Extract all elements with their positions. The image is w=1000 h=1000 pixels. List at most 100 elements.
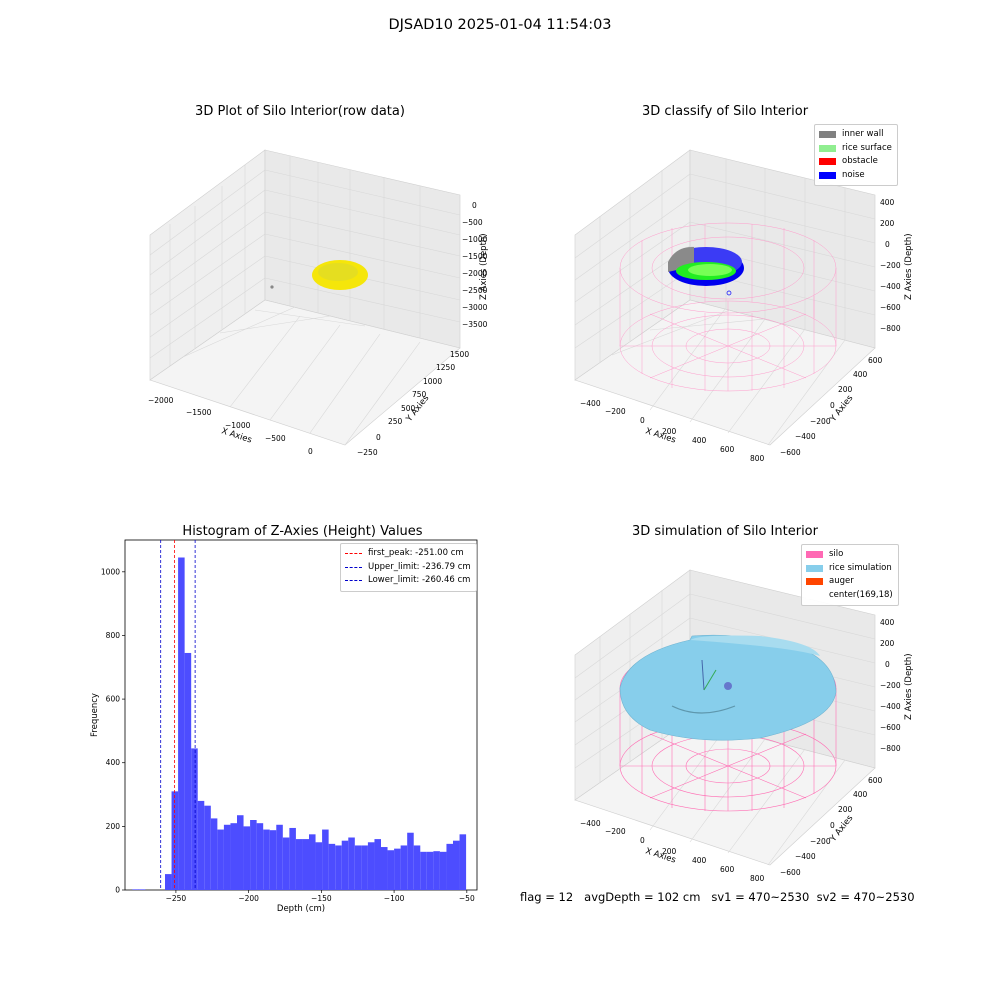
histogram-xtick-label: −150 (311, 894, 332, 903)
svg-text:−600: −600 (780, 448, 801, 457)
histogram-bar (328, 843, 336, 890)
histogram-ytick-label: 1000 (101, 567, 120, 576)
svg-text:0: 0 (885, 660, 890, 669)
histogram-ytick-label: 200 (106, 822, 121, 831)
status-avg-depth: avgDepth = 102 cm (584, 890, 701, 904)
panel2-legend: inner wall rice surface obstacle noise (814, 124, 898, 186)
svg-text:600: 600 (868, 776, 883, 785)
status-sv2: sv2 = 470~2530 (816, 890, 915, 904)
panel1-axes3d: 0 −500 −1000 −1500 −2000 −2500 −3000 −35… (148, 149, 489, 457)
svg-text:−400: −400 (880, 702, 901, 711)
histogram-bar (387, 850, 395, 890)
svg-text:−2000: −2000 (148, 396, 174, 405)
histogram-bar (335, 845, 342, 890)
legend-swatch (819, 171, 836, 179)
histogram-bar (210, 818, 218, 890)
legend-item-auger: auger (806, 575, 893, 589)
histogram-bar (426, 851, 434, 890)
svg-text:0: 0 (472, 201, 477, 210)
figure-title: DJSAD10 2025-01-04 11:54:03 (388, 17, 612, 33)
legend-swatch (819, 131, 836, 139)
svg-text:750: 750 (412, 390, 427, 399)
histogram-bar (282, 837, 290, 890)
svg-text:250: 250 (388, 417, 403, 426)
histogram-bar (354, 845, 362, 890)
histogram-bar (184, 652, 192, 890)
panel4-axes3d: 400 200 0 −200 −400 −600 −800 Z Axies (D… (574, 569, 914, 883)
histogram-bar (361, 845, 368, 890)
svg-text:400: 400 (853, 790, 868, 799)
svg-text:−800: −800 (880, 744, 901, 753)
histogram-bar (165, 874, 172, 890)
panel4-legend: silo rice simulation auger center(169,18… (801, 544, 899, 606)
histogram-bar (230, 823, 237, 890)
svg-text:−200: −200 (605, 407, 626, 416)
panel2-axes3d: 400 200 0 −200 −400 −600 −800 Z Axies (D… (574, 149, 914, 463)
histogram-bar (217, 829, 224, 890)
histogram-bar (367, 842, 375, 890)
svg-text:400: 400 (692, 436, 707, 445)
legend-swatch (819, 144, 836, 152)
histogram-bar (433, 851, 440, 890)
svg-text:200: 200 (838, 805, 853, 814)
legend-swatch (806, 591, 823, 599)
histogram-bar (269, 830, 277, 890)
histogram-bar (191, 748, 198, 890)
svg-text:200: 200 (662, 847, 677, 856)
histogram-bar (407, 832, 414, 890)
histogram-bar (289, 827, 296, 890)
svg-text:−400: −400 (795, 432, 816, 441)
svg-text:1500: 1500 (450, 350, 469, 359)
legend-item-silo: silo (806, 548, 893, 562)
svg-text:−800: −800 (880, 324, 901, 333)
histogram-bar (178, 557, 185, 890)
histogram-axes: −250 −200 −150 −100 −50 0 200 400 600 800 1000 De… (90, 539, 478, 914)
legend-swatch (806, 551, 823, 559)
histogram-bar (302, 839, 309, 890)
svg-text:600: 600 (720, 865, 735, 874)
legend-line (345, 580, 362, 582)
svg-text:−400: −400 (580, 819, 601, 828)
histogram-ylabel: Frequency (90, 693, 100, 737)
svg-text:400: 400 (880, 198, 895, 207)
histogram-bar (446, 843, 453, 890)
svg-text:−400: −400 (880, 282, 901, 291)
svg-text:−200: −200 (880, 681, 901, 690)
histogram-bar (132, 889, 139, 890)
legend-item-rice-simulation: rice simulation (806, 562, 893, 576)
histogram-xtick-label: −50 (459, 894, 475, 903)
histogram-xlabel: Depth (cm) (277, 904, 325, 914)
svg-text:−400: −400 (580, 399, 601, 408)
legend-item-noise: noise (819, 169, 892, 183)
histogram-xtick-label: −250 (166, 894, 187, 903)
histogram-bar (204, 805, 211, 890)
svg-text:1250: 1250 (436, 363, 455, 372)
legend-swatch (806, 564, 823, 572)
svg-text:0: 0 (376, 433, 381, 442)
legend-line (345, 566, 362, 568)
histogram-bar (348, 837, 355, 890)
legend-item-lower-limit: Lower_limit: -260.46 cm (345, 574, 471, 588)
legend-swatch (819, 158, 836, 166)
panel3-title: Histogram of Z-Axies (Height) Values (182, 524, 423, 539)
histogram-bar (243, 826, 251, 890)
status-line: flag = 12 avgDepth = 102 cm sv1 = 470~25… (520, 890, 915, 904)
svg-text:−200: −200 (810, 837, 831, 846)
histogram-bar (413, 845, 421, 890)
svg-text:−400: −400 (795, 852, 816, 861)
histogram-bar (459, 834, 467, 890)
svg-text:−3000: −3000 (462, 303, 488, 312)
panel1-title: 3D Plot of Silo Interior(row data) (195, 104, 405, 119)
panel4-zlabel: Z Axies (Depth) (904, 653, 914, 720)
histogram-bar (237, 815, 244, 890)
histogram-bar (138, 889, 146, 890)
histogram-bar (400, 845, 408, 890)
histogram-bar (453, 840, 460, 890)
histogram-bar (250, 820, 257, 890)
legend-item-obstacle: obstacle (819, 155, 892, 169)
histogram-ytick-label: 400 (106, 758, 121, 767)
svg-text:400: 400 (853, 370, 868, 379)
svg-text:200: 200 (662, 427, 677, 436)
histogram-bar (439, 851, 447, 890)
